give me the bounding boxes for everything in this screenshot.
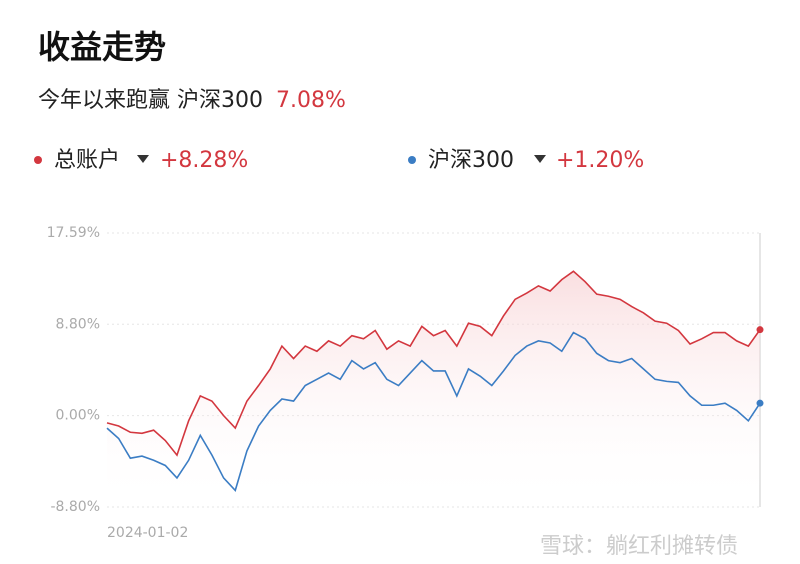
legend-return: +8.28% [160, 148, 248, 173]
x-tick-label: 2024-01-02 [107, 525, 188, 541]
dropdown-arrow[interactable] [534, 155, 546, 163]
y-tick-label: 0.00% [56, 408, 100, 424]
end-point [756, 399, 764, 407]
legend-return: +1.20% [556, 148, 644, 173]
excess-return: 7.08% [276, 88, 346, 113]
y-tick-label: 17.59% [47, 225, 100, 241]
legend-label: 总账户 [54, 148, 120, 173]
y-tick-label: -8.80% [50, 499, 100, 515]
y-tick-label: 8.80% [56, 316, 100, 332]
series-line [106, 270, 761, 457]
legend-dot [34, 156, 42, 164]
subtitle-text: 今年以来跑赢 沪深300 [38, 88, 263, 113]
dropdown-arrow[interactable] [137, 155, 149, 163]
watermark: 雪球：躺红利摊转债 [540, 534, 739, 559]
area-fill [107, 271, 760, 507]
end-point [756, 326, 764, 334]
subtitle: 今年以来跑赢 沪深300 7.08% [38, 82, 346, 114]
series-line [106, 331, 761, 492]
legend-label: 沪深300 [428, 148, 514, 173]
title: 收益走势 [38, 28, 167, 66]
legend-dot [408, 156, 416, 164]
